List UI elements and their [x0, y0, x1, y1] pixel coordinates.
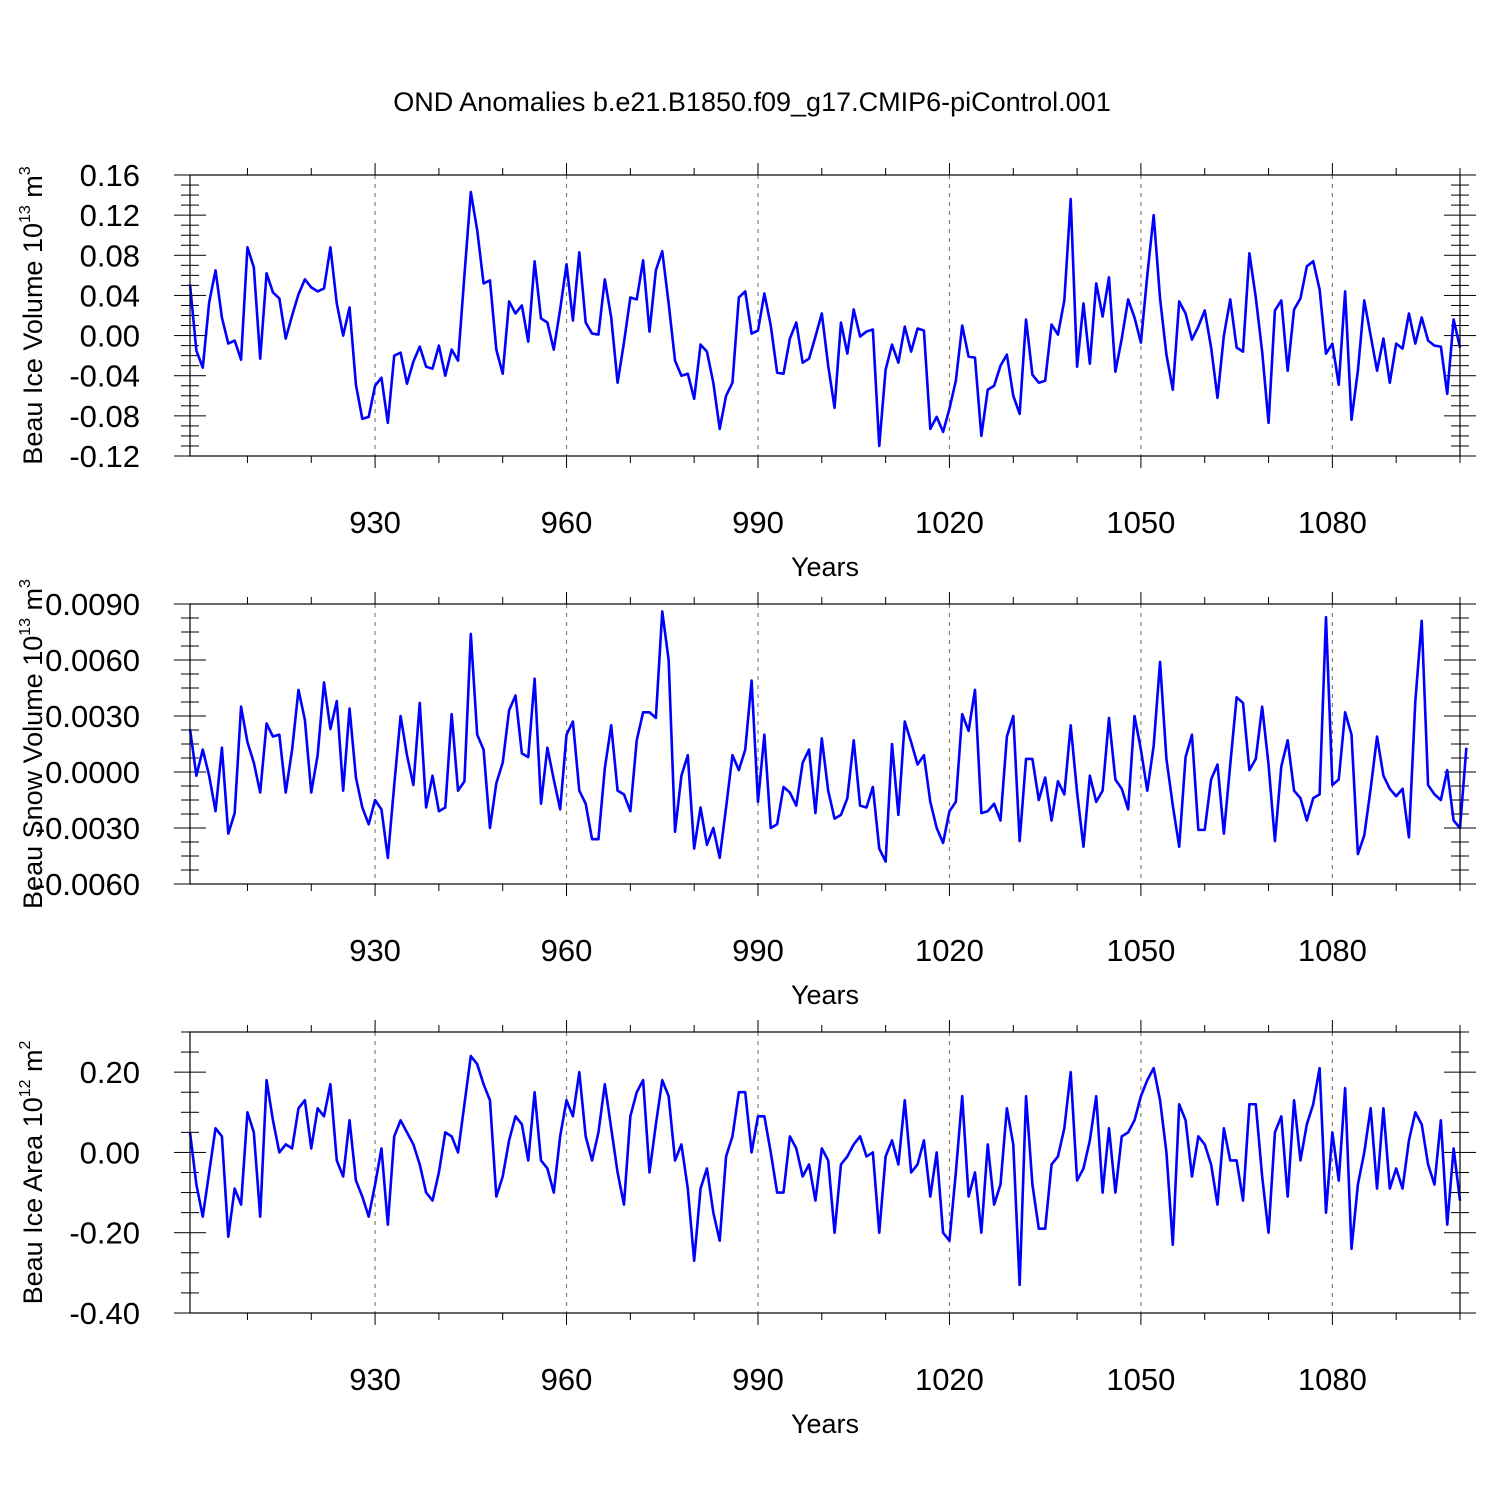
x-tick-label: 990 [732, 505, 784, 540]
y-tick-label: 0.08 [80, 238, 140, 273]
x-tick-label: 1080 [1298, 1362, 1367, 1397]
y-tick-label: 0.0060 [45, 643, 140, 678]
x-tick-label: 1020 [915, 933, 984, 968]
x-tick-label: 1080 [1298, 933, 1367, 968]
y-tick-label: 0.00 [80, 319, 140, 354]
y-tick-label: 0.0000 [45, 755, 140, 790]
y-tick-label: 0.0090 [45, 587, 140, 622]
y-tick-label: -0.20 [69, 1216, 140, 1251]
series-line [188, 1054, 1462, 1287]
x-tick-label: 930 [349, 1362, 401, 1397]
y-tick-label: 0.20 [80, 1055, 140, 1090]
x-tick-label: 960 [541, 505, 593, 540]
panels: 930 960 990 1020 1050 1080 -0.12 -0.08 -0.04 0.00… [17, 158, 1476, 1439]
x-tick-label: 930 [349, 933, 401, 968]
y-tick-label: 0.0030 [45, 699, 140, 734]
series-line [188, 190, 1462, 448]
series-line [188, 610, 1468, 863]
y-tick-label: -0.12 [69, 439, 140, 474]
y-tick-label: 0.00 [80, 1135, 140, 1170]
y-tick-label: -0.04 [69, 359, 140, 394]
y-tick-label: -0.08 [69, 399, 140, 434]
y-tick-label: 0.04 [80, 278, 140, 313]
x-tick-label: 960 [541, 933, 593, 968]
plot-frame [189, 603, 1461, 885]
y-tick-label: 0.12 [80, 198, 140, 233]
figure-title: OND Anomalies b.e21.B1850.f09_g17.CMIP6-… [393, 87, 1110, 117]
y-tick-label: -0.40 [69, 1296, 140, 1331]
y-tick-label: 0.16 [80, 158, 140, 193]
x-tick-label: 1020 [915, 505, 984, 540]
plot-frame [189, 1031, 1461, 1314]
x-tick-label: 1080 [1298, 505, 1367, 540]
x-axis-label: Years [791, 1409, 859, 1439]
x-tick-label: 990 [732, 933, 784, 968]
x-tick-label: 1050 [1106, 933, 1175, 968]
y-axis-label: Beau Snow Volume 1013 m3 [17, 579, 48, 909]
x-axis-label: Years [791, 980, 859, 1010]
x-tick-label: 1050 [1106, 505, 1175, 540]
x-tick-label: 1020 [915, 1362, 984, 1397]
y-axis-label: Beau Ice Volume 1013 m3 [17, 166, 48, 464]
chart-panel-middle: 930 960 990 1020 1050 1080 -0.0060 -0.0030 0.000… [17, 579, 1476, 1010]
plot-frame [189, 174, 1461, 457]
y-axis-label: Beau Ice Area 1012 m2 [17, 1040, 48, 1304]
chart-panel-bottom: 930 960 990 1020 1050 1080 -0.40 -0.20 0.00 0.20 Y… [17, 1020, 1476, 1439]
chart-panel-top: 930 960 990 1020 1050 1080 -0.12 -0.08 -0.04 0.00… [17, 158, 1476, 582]
y-tick-label: -0.0030 [35, 811, 140, 846]
x-tick-label: 930 [349, 505, 401, 540]
x-axis-label: Years [791, 552, 859, 582]
x-tick-label: 960 [541, 1362, 593, 1397]
y-tick-label: -0.0060 [35, 867, 140, 902]
x-tick-label: 1050 [1106, 1362, 1175, 1397]
x-tick-label: 990 [732, 1362, 784, 1397]
